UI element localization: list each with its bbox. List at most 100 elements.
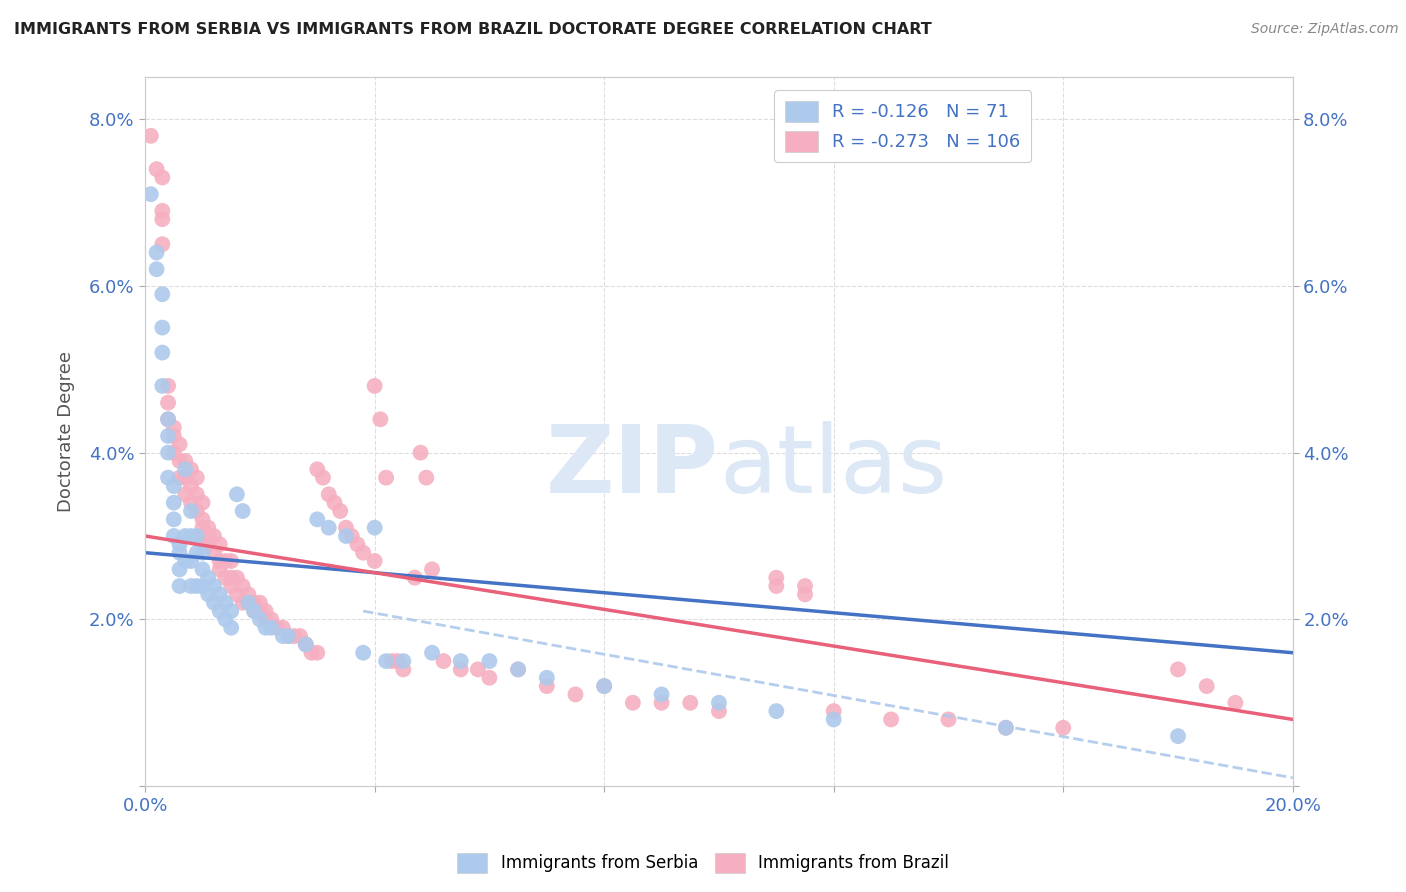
Point xyxy=(180,496,202,510)
Point xyxy=(370,412,392,426)
Point xyxy=(163,429,186,443)
Point xyxy=(243,604,266,618)
Point xyxy=(186,546,208,560)
Point xyxy=(202,546,225,560)
Point xyxy=(169,470,191,484)
Point xyxy=(145,162,167,177)
Point xyxy=(420,646,443,660)
Point xyxy=(169,579,191,593)
Point xyxy=(226,587,249,601)
Point xyxy=(420,562,443,576)
Point xyxy=(191,546,214,560)
Point xyxy=(226,571,249,585)
Point xyxy=(266,621,288,635)
Text: atlas: atlas xyxy=(718,421,948,513)
Point xyxy=(352,646,374,660)
Point xyxy=(404,571,426,585)
Point xyxy=(335,529,357,543)
Point xyxy=(340,529,363,543)
Point xyxy=(363,521,385,535)
Point xyxy=(301,646,323,660)
Point xyxy=(243,604,266,618)
Point xyxy=(387,654,409,668)
Point xyxy=(219,621,242,635)
Point xyxy=(651,688,673,702)
Point xyxy=(707,696,730,710)
Point xyxy=(232,596,254,610)
Point xyxy=(288,629,311,643)
Point xyxy=(163,529,186,543)
Point xyxy=(312,470,335,484)
Point xyxy=(214,571,236,585)
Point xyxy=(150,237,173,252)
Point xyxy=(174,529,197,543)
Point xyxy=(214,554,236,568)
Point xyxy=(174,470,197,484)
Point xyxy=(169,546,191,560)
Point xyxy=(208,554,231,568)
Point xyxy=(191,579,214,593)
Point xyxy=(254,621,277,635)
Point xyxy=(450,662,472,676)
Point xyxy=(277,629,299,643)
Point xyxy=(1225,696,1247,710)
Point xyxy=(564,688,586,702)
Legend: R = -0.126   N = 71, R = -0.273   N = 106: R = -0.126 N = 71, R = -0.273 N = 106 xyxy=(775,90,1031,162)
Y-axis label: Doctorate Degree: Doctorate Degree xyxy=(58,351,75,512)
Point xyxy=(238,596,260,610)
Point xyxy=(226,487,249,501)
Point xyxy=(180,462,202,476)
Point xyxy=(157,470,180,484)
Point xyxy=(593,679,616,693)
Point xyxy=(1167,662,1189,676)
Point xyxy=(157,412,180,426)
Point xyxy=(202,579,225,593)
Point xyxy=(174,487,197,501)
Point xyxy=(794,579,817,593)
Point xyxy=(197,587,219,601)
Point xyxy=(180,579,202,593)
Point xyxy=(150,320,173,334)
Point xyxy=(765,571,787,585)
Point xyxy=(180,529,202,543)
Point xyxy=(186,529,208,543)
Point xyxy=(191,512,214,526)
Point xyxy=(157,395,180,409)
Point xyxy=(180,504,202,518)
Point xyxy=(271,621,294,635)
Point xyxy=(478,671,501,685)
Point xyxy=(335,521,357,535)
Point xyxy=(180,554,202,568)
Point xyxy=(381,654,404,668)
Point xyxy=(163,420,186,434)
Point xyxy=(415,470,437,484)
Point xyxy=(169,562,191,576)
Point xyxy=(307,512,329,526)
Point xyxy=(478,654,501,668)
Point xyxy=(506,662,529,676)
Point xyxy=(260,612,283,626)
Point xyxy=(277,629,299,643)
Point xyxy=(197,537,219,551)
Point xyxy=(294,637,316,651)
Point xyxy=(794,587,817,601)
Point xyxy=(174,462,197,476)
Point xyxy=(157,445,180,459)
Point xyxy=(191,496,214,510)
Point xyxy=(536,671,558,685)
Point xyxy=(197,571,219,585)
Point xyxy=(150,345,173,359)
Point xyxy=(307,462,329,476)
Point xyxy=(823,704,845,718)
Point xyxy=(238,596,260,610)
Point xyxy=(202,596,225,610)
Point xyxy=(409,445,432,459)
Point xyxy=(214,612,236,626)
Point xyxy=(1052,721,1074,735)
Point xyxy=(765,579,787,593)
Text: Source: ZipAtlas.com: Source: ZipAtlas.com xyxy=(1251,22,1399,37)
Point xyxy=(621,696,644,710)
Point xyxy=(994,721,1017,735)
Point xyxy=(214,596,236,610)
Point xyxy=(219,579,242,593)
